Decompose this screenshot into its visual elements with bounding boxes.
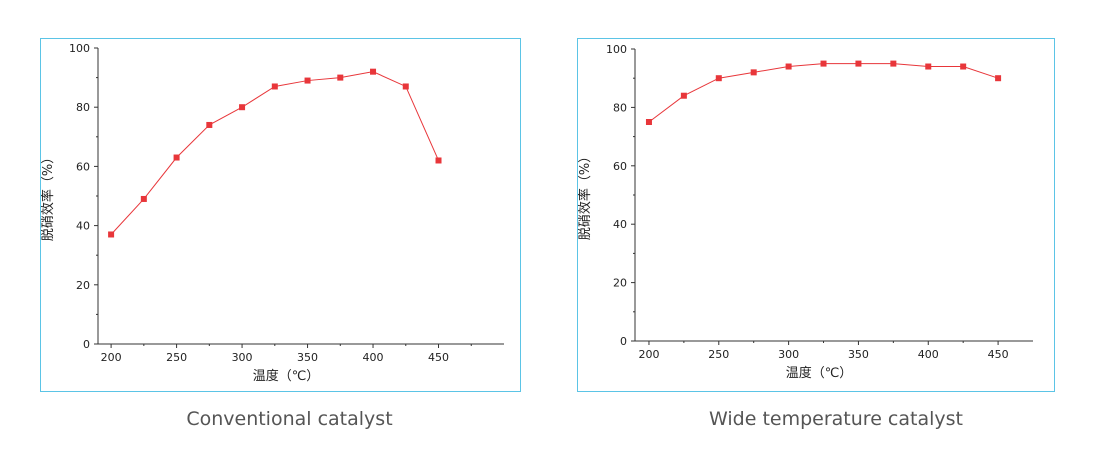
wide-temperature-x-tick-label: 300 bbox=[778, 348, 799, 361]
conventional-x-tick-label: 300 bbox=[232, 351, 253, 364]
wide-temperature-data-point bbox=[750, 69, 757, 76]
conventional-data-point bbox=[108, 231, 115, 238]
wide-temperature-data-point bbox=[855, 60, 862, 67]
conventional-data-point bbox=[206, 121, 213, 128]
wide-temperature-x-tick-label: 250 bbox=[708, 348, 729, 361]
wide-temperature-data-point bbox=[995, 75, 1002, 82]
wide-temperature-y-tick-label: 0 bbox=[620, 335, 627, 348]
conventional-y-tick-label: 100 bbox=[69, 42, 90, 55]
conventional-data-point bbox=[435, 157, 442, 164]
conventional-series-line bbox=[110, 71, 439, 235]
wide-temperature-data-point bbox=[645, 119, 652, 125]
conventional-y-tick-label: 80 bbox=[76, 101, 90, 114]
conventional-data-point bbox=[173, 154, 180, 161]
chart-panel-wide-temperature: 0 20 40 60 80 100 200 250 300 350 400 450 温度（℃） 脱硝效率（… bbox=[577, 38, 1055, 392]
wide-temperature-data-point bbox=[960, 63, 967, 70]
chart-conventional: 0 20 40 60 80 100 200 250 300 350 400 450 温度（℃） 脱硝效率（… bbox=[40, 42, 504, 384]
conventional-y-tick-label: 40 bbox=[76, 220, 90, 233]
wide-temperature-y-tick-label: 80 bbox=[613, 101, 627, 114]
conventional-y-tick-label: 60 bbox=[76, 160, 90, 173]
conventional-data-point bbox=[271, 83, 278, 90]
conventional-data-point bbox=[402, 83, 409, 90]
wide-temperature-data-point bbox=[785, 63, 792, 70]
wide-temperature-data-point bbox=[890, 60, 897, 67]
wide-temperature-data-point bbox=[715, 75, 722, 82]
conventional-x-tick-label: 400 bbox=[363, 351, 384, 364]
conventional-x-tick-label: 250 bbox=[166, 351, 187, 364]
wide-temperature-series-line bbox=[648, 63, 999, 123]
wide-temperature-x-tick-label: 400 bbox=[918, 348, 939, 361]
conventional-x-tick-label: 350 bbox=[297, 351, 318, 364]
wide-temperature-y-tick-label: 40 bbox=[613, 218, 627, 231]
wide-temperature-y-axis-label: 脱硝效率（%） bbox=[578, 150, 593, 240]
chart-panel-conventional: 0 20 40 60 80 100 200 250 300 350 400 450 温度（℃） 脱硝效率（… bbox=[40, 38, 521, 392]
wide-temperature-y-tick-label: 100 bbox=[606, 43, 627, 56]
caption-wide-temperature: Wide temperature catalyst bbox=[709, 408, 963, 430]
wide-temperature-data-point bbox=[680, 92, 687, 99]
conventional-data-point bbox=[239, 104, 246, 111]
conventional-data-point bbox=[304, 77, 311, 84]
wide-temperature-data-point bbox=[925, 63, 932, 70]
wide-temperature-y-tick-label: 20 bbox=[613, 277, 627, 290]
conventional-x-tick-label: 200 bbox=[101, 351, 122, 364]
conventional-x-axis-label: 温度（℃） bbox=[253, 368, 320, 384]
chart-wide-temperature: 0 20 40 60 80 100 200 250 300 350 400 450 温度（℃） 脱硝效率（… bbox=[577, 43, 1033, 381]
wide-temperature-x-axis-label: 温度（℃） bbox=[786, 365, 853, 381]
wide-temperature-y-tick-label: 60 bbox=[613, 160, 627, 173]
conventional-y-axis-label: 脱硝效率（%） bbox=[41, 151, 56, 241]
caption-conventional: Conventional catalyst bbox=[186, 408, 393, 430]
conventional-data-point bbox=[140, 195, 147, 202]
conventional-x-tick-label: 450 bbox=[428, 351, 449, 364]
conventional-y-tick-label: 20 bbox=[76, 279, 90, 292]
conventional-data-point bbox=[337, 74, 344, 81]
conventional-y-tick-label: 0 bbox=[83, 338, 90, 351]
wide-temperature-data-point bbox=[820, 60, 827, 67]
conventional-data-point bbox=[370, 68, 377, 75]
wide-temperature-x-tick-label: 450 bbox=[988, 348, 1009, 361]
wide-temperature-x-tick-label: 350 bbox=[848, 348, 869, 361]
wide-temperature-x-tick-label: 200 bbox=[638, 348, 659, 361]
